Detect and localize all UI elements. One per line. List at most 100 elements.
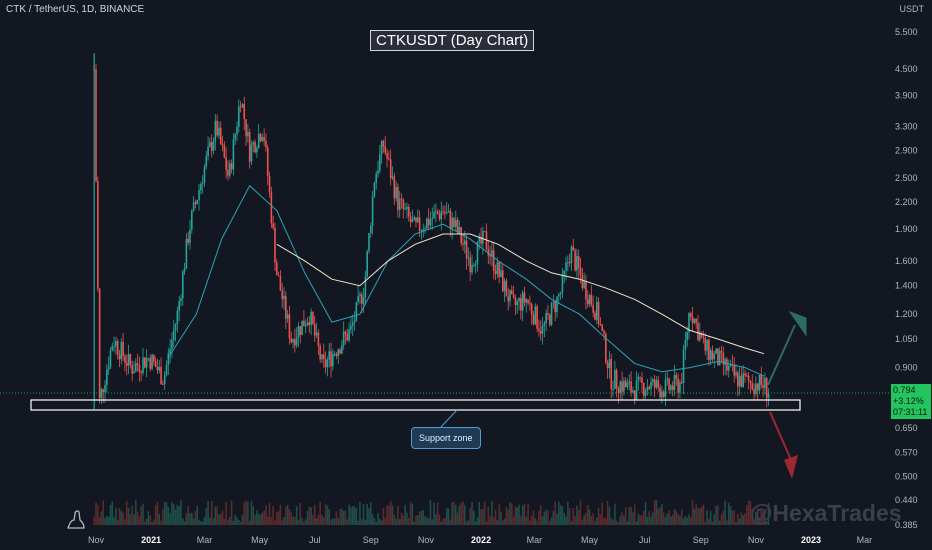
volume-bar	[652, 512, 654, 525]
volume-bar	[758, 517, 761, 525]
candle-body	[315, 332, 318, 336]
volume-bar	[447, 508, 450, 525]
volume-bar	[565, 516, 567, 525]
candle-body	[480, 236, 482, 244]
candle-body	[521, 292, 524, 311]
candle-body	[245, 119, 247, 137]
volume-bar	[261, 512, 264, 525]
candle-body	[131, 364, 133, 374]
volume-bar	[295, 506, 298, 525]
volume-bar	[592, 513, 594, 525]
candle-body	[435, 211, 437, 213]
candle-body	[281, 290, 284, 300]
volume-bar	[303, 521, 305, 525]
volume-bar	[339, 509, 341, 525]
candle-body	[583, 281, 585, 288]
candle-body	[550, 303, 553, 325]
candle-body	[590, 295, 593, 305]
volume-bar	[265, 505, 267, 525]
volume-bar	[749, 501, 752, 525]
candle-body	[127, 354, 130, 366]
volume-bar	[194, 510, 197, 525]
volume-bar	[552, 510, 555, 525]
volume-bar	[274, 520, 276, 525]
y-tick-label: 2.500	[895, 173, 918, 183]
candle-body	[254, 142, 256, 153]
dino-logo-icon	[67, 510, 85, 529]
volume-bar	[532, 510, 535, 525]
candle-body	[641, 377, 643, 383]
volume-bar	[321, 515, 323, 525]
candle-body	[107, 367, 110, 370]
candle-body	[608, 359, 611, 369]
candle-body	[686, 332, 688, 341]
candle-body	[172, 330, 175, 340]
candle-body	[250, 144, 253, 162]
volume-bar	[473, 510, 475, 525]
ma-fast-line	[167, 184, 765, 377]
candle-body	[476, 241, 479, 264]
volume-bar	[350, 507, 352, 525]
candle-body	[697, 322, 699, 341]
candle-body	[350, 325, 352, 330]
candle-body	[384, 146, 387, 154]
candle-body	[404, 208, 406, 210]
candle-body	[125, 362, 128, 366]
volume-bar	[691, 500, 694, 525]
candle-body	[136, 363, 139, 366]
volume-bar	[704, 521, 707, 525]
volume-bar	[516, 507, 519, 525]
volume-bar	[209, 517, 211, 525]
candle-body	[116, 341, 119, 355]
y-tick-label: 2.900	[895, 146, 918, 156]
support-zone-callout[interactable]: Support zone	[411, 427, 481, 449]
candle-body	[261, 137, 264, 142]
candle-body	[210, 142, 213, 151]
up-arrow-shaft	[767, 324, 796, 386]
candle-body	[496, 262, 499, 275]
candle-body	[746, 375, 748, 377]
time-axis[interactable]: Nov 2021 Mar May Jul Sep Nov 2022 Mar May Jul Sep No…	[88, 535, 872, 545]
candle-body	[371, 196, 374, 226]
volume-bar	[756, 508, 759, 525]
candle-body	[708, 339, 710, 360]
down-arrow-head	[784, 455, 798, 479]
volume-bar	[708, 518, 710, 525]
volume-bar	[753, 520, 755, 525]
volume-bar	[163, 502, 166, 525]
volume-bar	[171, 501, 173, 525]
candle-body	[266, 147, 269, 177]
candle-body	[422, 229, 425, 231]
volume-bar	[427, 518, 430, 525]
candle-body	[729, 364, 732, 366]
volume-bar	[400, 512, 403, 525]
volume-bar	[111, 501, 114, 525]
candle-body	[189, 229, 191, 243]
volume-bar	[438, 514, 441, 525]
candle-body	[736, 372, 739, 387]
candle-body	[342, 331, 345, 346]
volume-bar	[391, 505, 394, 525]
volume-bar	[207, 501, 209, 525]
candle-body	[360, 294, 363, 304]
volume-bar	[738, 518, 741, 525]
volume-bar	[107, 516, 110, 525]
volume-bar	[183, 521, 186, 525]
candle-body	[445, 212, 448, 214]
volume-bar	[715, 505, 717, 525]
volume-bar	[482, 509, 484, 525]
candle-body	[558, 294, 560, 297]
candle-body	[576, 255, 578, 271]
volume-bar	[653, 500, 656, 525]
candle-body	[424, 228, 426, 230]
volume-bar	[507, 509, 509, 525]
volume-bar	[727, 502, 730, 525]
candle-body	[661, 391, 663, 398]
candle-body	[614, 370, 616, 389]
price-axis[interactable]: 5.500 4.500 3.900 3.300 2.900 2.500 2.200 1.900…	[895, 27, 918, 530]
up-arrow-head	[788, 310, 807, 337]
volume-bar	[187, 505, 189, 525]
volume-bar	[664, 517, 667, 525]
candle-body	[624, 380, 627, 387]
